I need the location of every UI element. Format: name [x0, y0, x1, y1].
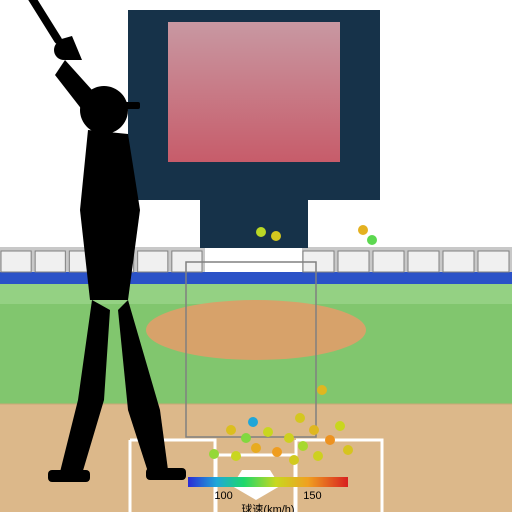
pitch-marker	[313, 451, 323, 461]
colorbar-title: 球速(km/h)	[241, 502, 294, 512]
pitch-marker	[284, 433, 294, 443]
pitch-marker	[256, 227, 266, 237]
pitch-marker	[271, 231, 281, 241]
pitch-marker	[317, 385, 327, 395]
pitch-marker	[367, 235, 377, 245]
pitch-marker	[343, 445, 353, 455]
colorbar	[188, 477, 348, 487]
colorbar-tick: 100	[214, 490, 232, 502]
pitch-marker	[358, 225, 368, 235]
pitch-marker	[309, 425, 319, 435]
scoreboard-neck	[200, 200, 308, 248]
pitch-marker	[241, 433, 251, 443]
scoreboard-screen	[168, 22, 340, 162]
pitch-marker	[295, 413, 305, 423]
pitch-marker	[231, 451, 241, 461]
pitch-marker	[298, 441, 308, 451]
pitchers-mound	[146, 300, 366, 360]
pitch-marker	[272, 447, 282, 457]
chart-svg: 100 150 球速(km/h)	[0, 0, 512, 512]
pitch-marker	[251, 443, 261, 453]
pitch-marker	[289, 455, 299, 465]
pitch-marker	[226, 425, 236, 435]
pitch-location-chart: 100 150 球速(km/h)	[0, 0, 512, 512]
bleachers-right	[302, 247, 512, 272]
pitch-marker	[325, 435, 335, 445]
colorbar-tick: 150	[303, 490, 321, 502]
pitch-marker	[209, 449, 219, 459]
pitch-marker	[263, 427, 273, 437]
outfield-wall	[0, 272, 512, 284]
pitch-marker	[248, 417, 258, 427]
pitch-marker	[335, 421, 345, 431]
